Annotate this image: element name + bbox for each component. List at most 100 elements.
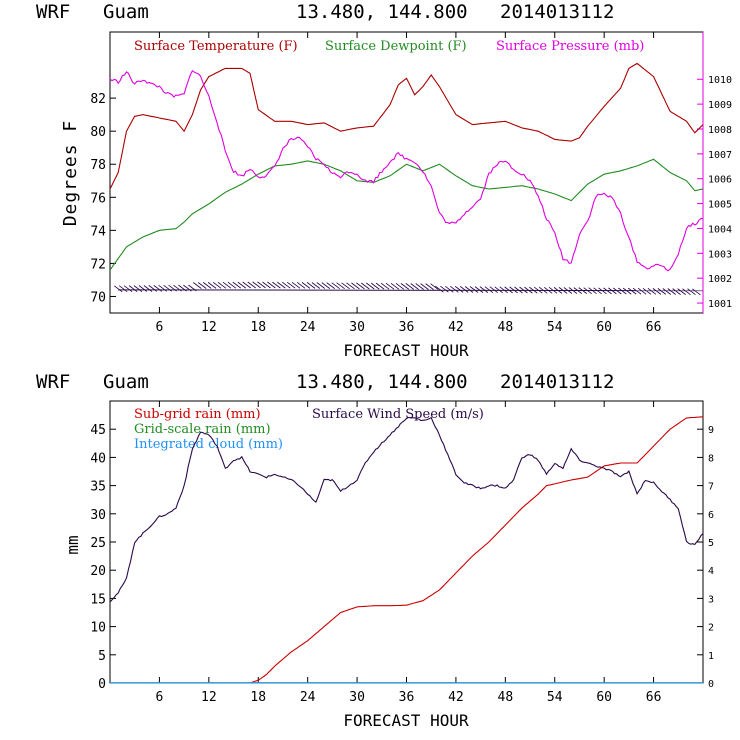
x-tick-label: 66 (646, 320, 662, 335)
wind-barb-baseline (118, 289, 704, 292)
top-y-axis: 70 72 74 76 78 80 82 (90, 92, 116, 305)
y2-tick-label: 2 (708, 623, 714, 634)
x-tick-label: 30 (349, 320, 365, 335)
y-tick-label: 30 (90, 508, 106, 523)
bottom-header: WRF Guam 13.480, 144.800 2014013112 (36, 371, 614, 393)
y2-tick-label: 5 (708, 538, 714, 549)
x-tick-label: 42 (448, 320, 464, 335)
bottom-x-axis-label: FORECAST HOUR (343, 711, 469, 730)
y2-tick-label: 1007 (708, 150, 732, 161)
y2-tick-label: 9 (708, 425, 714, 436)
y-tick-label: 0 (98, 677, 106, 692)
y2-tick-label: 1006 (708, 175, 732, 186)
bottom-x-axis: 6 12 18 24 30 36 42 48 54 60 66 (156, 401, 662, 705)
y2-tick-label: 4 (708, 566, 714, 577)
y-tick-label: 10 (90, 621, 106, 636)
bottom-header-location: Guam (103, 371, 149, 393)
x-tick-label: 42 (448, 690, 464, 705)
bottom-header-model: WRF (36, 371, 70, 393)
x-tick-label: 36 (399, 690, 415, 705)
bottom-y-axis: 0 5 10 15 20 25 30 35 40 45 (90, 423, 116, 692)
series-line-surface-wind-speed-m-s (109, 416, 704, 603)
legend-pressure: Surface Pressure (mb) (496, 39, 644, 54)
x-tick-label: 60 (596, 690, 612, 705)
x-tick-label: 60 (596, 320, 612, 335)
y2-tick-label: 0 (708, 679, 714, 690)
series-line-surface-dewpoint-f (109, 158, 704, 271)
x-tick-label: 54 (547, 320, 563, 335)
x-tick-label: 12 (201, 320, 217, 335)
top-legend: Surface Temperature (F) Surface Dewpoint… (134, 39, 644, 54)
y-tick-label: 70 (90, 290, 106, 305)
top-header: WRF Guam 13.480, 144.800 2014013112 (36, 1, 614, 23)
y-tick-label: 74 (90, 224, 106, 239)
bottom-header-init-time: 2014013112 (500, 371, 614, 393)
x-tick-label: 24 (300, 320, 316, 335)
top-header-coords: 13.480, 144.800 (296, 1, 468, 23)
y2-tick-label: 1 (708, 651, 714, 662)
x-tick-label: 36 (399, 320, 415, 335)
top-x-axis: 6 12 18 24 30 36 42 48 54 60 66 (156, 32, 662, 335)
x-tick-label: 48 (498, 690, 514, 705)
series-line-surface-pressure-mb (109, 69, 704, 272)
top-x-axis-label: FORECAST HOUR (343, 341, 469, 360)
legend-dewpoint: Surface Dewpoint (F) (325, 39, 467, 54)
y-tick-label: 72 (90, 257, 106, 272)
top-y2-axis: 1001 1002 1003 1004 1005 1006 1007 1008 1009 1010 (697, 75, 732, 310)
x-tick-label: 6 (156, 690, 164, 705)
y2-tick-label: 1008 (708, 125, 732, 136)
wind-barb-marks (113, 281, 701, 296)
x-tick-label: 48 (498, 320, 514, 335)
y2-tick-label: 3 (708, 594, 714, 605)
y2-tick-label: 8 (708, 453, 714, 464)
bottom-legend: Sub-grid rain (mm) Grid-scale rain (mm) … (134, 407, 484, 452)
y2-tick-label: 1005 (708, 200, 732, 211)
x-tick-label: 24 (300, 690, 316, 705)
x-tick-label: 54 (547, 690, 563, 705)
top-header-model: WRF (36, 1, 70, 23)
series-line-surface-temperature-f (109, 62, 704, 190)
legend-temperature: Surface Temperature (F) (134, 39, 298, 54)
y2-tick-label: 7 (708, 482, 714, 493)
wind-barbs (113, 281, 704, 296)
y-tick-label: 76 (90, 191, 106, 206)
y-tick-label: 82 (90, 92, 106, 107)
x-tick-label: 18 (250, 320, 266, 335)
x-tick-label: 18 (250, 690, 266, 705)
y2-tick-label: 1001 (708, 299, 732, 310)
legend-wind-speed: Surface Wind Speed (m/s) (312, 407, 484, 422)
x-tick-label: 6 (156, 320, 164, 335)
y-tick-label: 15 (90, 592, 106, 607)
top-y-axis-label: Degrees F (60, 120, 81, 227)
y-tick-label: 20 (90, 564, 106, 579)
x-tick-label: 30 (349, 690, 365, 705)
y2-tick-label: 1002 (708, 274, 732, 285)
y-tick-label: 78 (90, 158, 106, 173)
top-header-init-time: 2014013112 (500, 1, 614, 23)
y-tick-label: 5 (98, 649, 106, 664)
y-tick-label: 25 (90, 536, 106, 551)
y2-tick-label: 1010 (708, 75, 732, 86)
legend-integrated-cloud: Integrated cloud (mm) (134, 437, 283, 452)
bottom-series (109, 416, 704, 684)
y-tick-label: 35 (90, 480, 106, 495)
legend-gridscale-rain: Grid-scale rain (mm) (134, 422, 271, 437)
y-tick-label: 45 (90, 423, 106, 438)
y-tick-label: 80 (90, 125, 106, 140)
x-tick-label: 12 (201, 690, 217, 705)
y2-tick-label: 6 (708, 510, 714, 521)
y2-tick-label: 1004 (708, 224, 732, 235)
bottom-y-axis-label: mm (63, 535, 82, 554)
y2-tick-label: 1009 (708, 100, 732, 111)
y-tick-label: 40 (90, 451, 106, 466)
bottom-header-coords: 13.480, 144.800 (296, 371, 468, 393)
bottom-y2-axis: 0 1 2 3 4 5 6 7 8 9 (697, 425, 714, 690)
top-series (109, 62, 704, 272)
series-line-sub-grid-rain-mm (110, 416, 704, 684)
top-header-location: Guam (103, 1, 149, 23)
y2-tick-label: 1003 (708, 249, 732, 260)
legend-subgrid-rain: Sub-grid rain (mm) (134, 407, 261, 422)
x-tick-label: 66 (646, 690, 662, 705)
